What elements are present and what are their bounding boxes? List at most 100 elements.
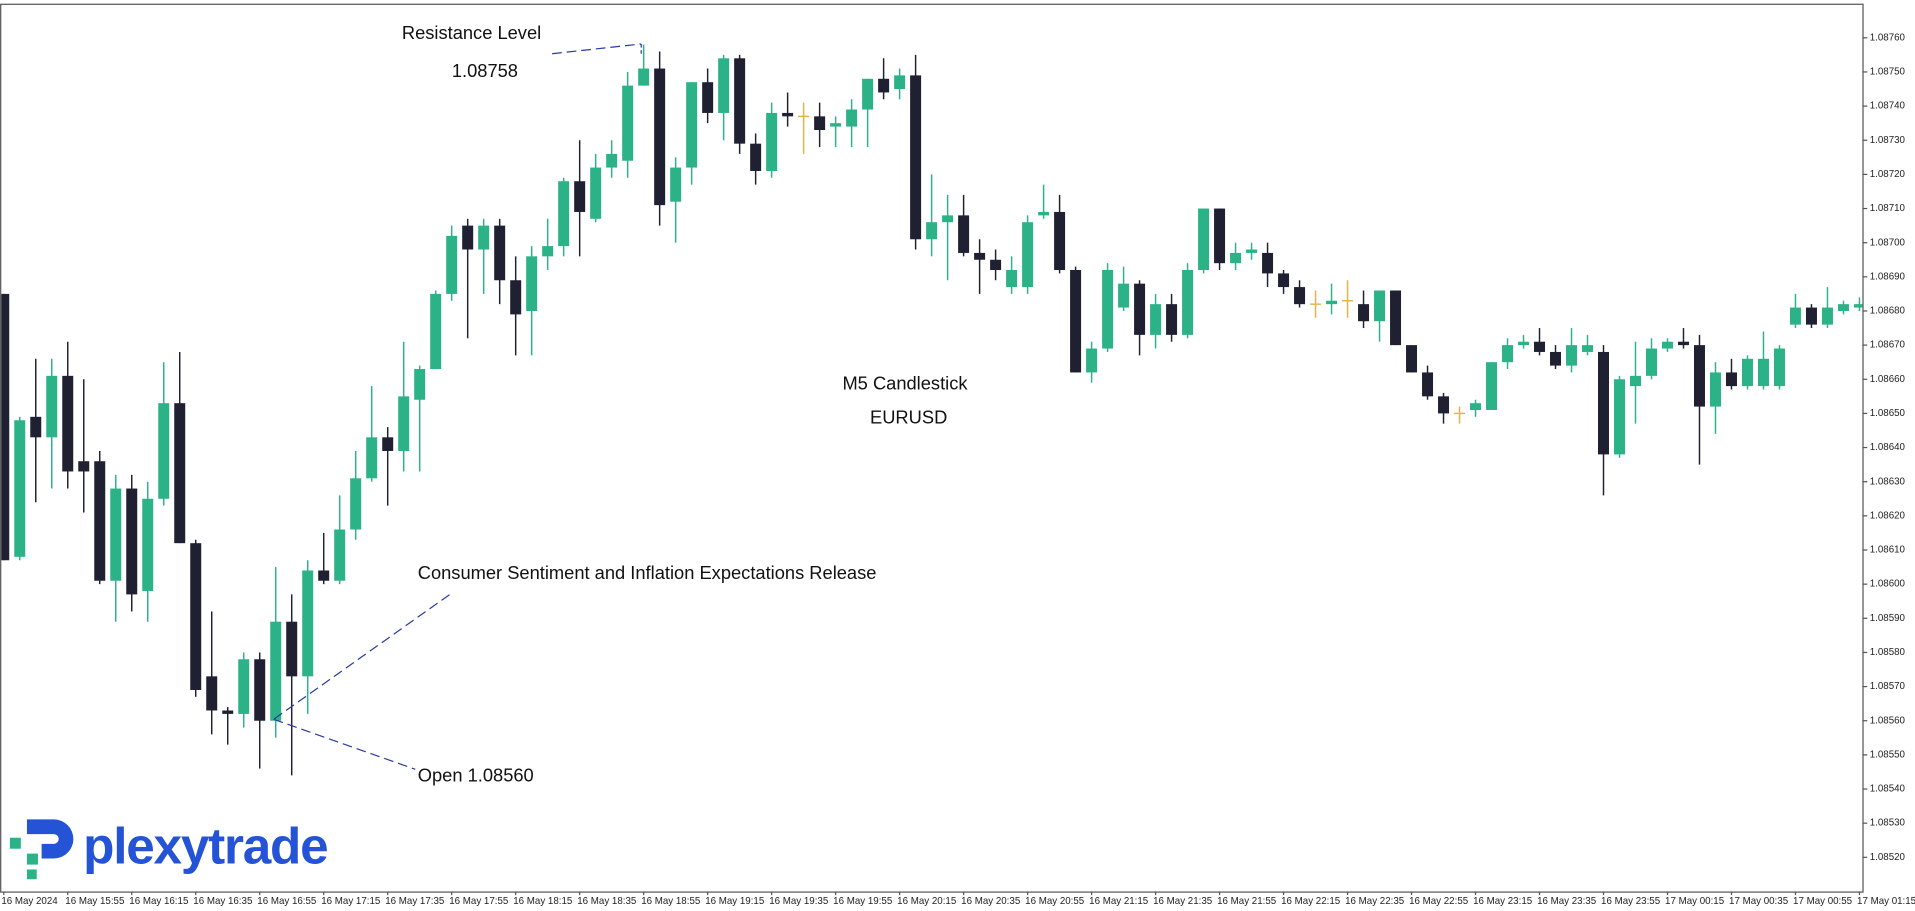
annotation-line xyxy=(273,594,450,720)
candle xyxy=(926,174,938,257)
candle-body xyxy=(958,215,970,253)
candle-body xyxy=(1630,375,1641,387)
y-tick-label: 1.08720 xyxy=(1870,169,1906,180)
candle-body xyxy=(1134,283,1146,335)
candle xyxy=(1134,280,1146,356)
candle xyxy=(1661,338,1673,352)
candle xyxy=(398,341,410,472)
candle xyxy=(366,386,378,482)
x-tick-label: 16 May 17:35 xyxy=(385,896,445,907)
candle-body xyxy=(462,225,474,250)
candle xyxy=(686,82,698,185)
logo-icon xyxy=(9,837,21,849)
y-tick-label: 1.08600 xyxy=(1870,579,1906,590)
x-tick-label: 16 May 22:15 xyxy=(1281,896,1341,907)
annotation: M5 Candlestick xyxy=(842,373,968,394)
x-tick-label: 16 May 16:15 xyxy=(129,896,189,907)
candle xyxy=(1709,362,1721,434)
candle-body xyxy=(1054,211,1066,271)
candle xyxy=(1454,406,1466,424)
candle xyxy=(1406,345,1418,373)
candle xyxy=(974,239,986,294)
candle-body xyxy=(686,82,698,168)
logo: plexytrade xyxy=(9,817,329,880)
candle xyxy=(1853,297,1863,311)
candle-body xyxy=(1502,345,1514,363)
candle xyxy=(1438,392,1450,424)
candle-body xyxy=(14,420,26,557)
annotation: Consumer Sentiment and Inflation Expecta… xyxy=(418,562,877,583)
candle xyxy=(606,140,618,178)
candle xyxy=(1230,242,1242,271)
candle xyxy=(1022,215,1034,294)
candle xyxy=(590,153,602,223)
candle-body xyxy=(846,109,858,127)
candle xyxy=(1326,283,1338,315)
axes: 1.08520 1.08530 1.08540 1.08550 1.08560 1.085… xyxy=(1,32,1915,906)
candle-body xyxy=(110,488,122,581)
candle xyxy=(174,351,186,544)
candle-body xyxy=(830,123,842,127)
candle xyxy=(1582,334,1594,356)
x-tick-label: 16 May 21:15 xyxy=(1089,896,1149,907)
candle xyxy=(622,71,634,178)
candle-body xyxy=(1566,345,1578,366)
candle xyxy=(1374,290,1386,342)
candle-body xyxy=(1006,270,1018,288)
candle-body xyxy=(1262,252,1274,274)
candle xyxy=(94,450,106,585)
candle xyxy=(1342,280,1354,318)
candle-body xyxy=(1182,270,1194,335)
candle-body xyxy=(1438,396,1450,414)
candle xyxy=(190,539,202,697)
candle-body xyxy=(1725,372,1737,387)
candle-body xyxy=(94,461,106,581)
y-tick-label: 1.08520 xyxy=(1870,852,1906,863)
candle-body xyxy=(318,570,330,581)
y-tick-label: 1.08700 xyxy=(1870,237,1906,248)
candle xyxy=(1630,341,1641,424)
candle xyxy=(1550,345,1562,370)
candle-body xyxy=(974,252,986,260)
candle xyxy=(286,594,298,776)
x-tick-label: 17 May 00:55 xyxy=(1793,896,1853,907)
x-tick-label: 16 May 20:15 xyxy=(897,896,957,907)
candle xyxy=(142,481,154,622)
candle xyxy=(1677,328,1689,349)
candle-body xyxy=(1358,304,1370,322)
y-tick-label: 1.08570 xyxy=(1870,681,1906,692)
candle xyxy=(750,133,762,185)
candle xyxy=(1118,266,1130,311)
candle xyxy=(318,532,330,585)
candle xyxy=(158,362,170,506)
annotation-line xyxy=(273,718,416,770)
candle xyxy=(1166,293,1178,342)
candle xyxy=(462,218,474,339)
candle-body xyxy=(1821,307,1833,325)
x-tick-label: 16 May 20:55 xyxy=(1025,896,1085,907)
candle xyxy=(830,116,842,148)
plot-frame xyxy=(0,3,1864,893)
candle xyxy=(126,474,138,612)
candle xyxy=(846,99,858,148)
y-tick-label: 1.08630 xyxy=(1870,476,1906,487)
candle-body xyxy=(1693,345,1705,407)
candle xyxy=(1566,328,1578,373)
y-tick-label: 1.08610 xyxy=(1870,545,1906,556)
candle xyxy=(382,427,394,506)
candle-body xyxy=(1246,249,1258,253)
candle-body xyxy=(1390,290,1402,346)
candle-body xyxy=(1486,362,1498,411)
candle-body xyxy=(814,116,826,131)
candle xyxy=(1,293,10,561)
candle-body xyxy=(126,488,138,595)
candle-body xyxy=(222,710,234,714)
candle xyxy=(1614,375,1625,458)
candle-body xyxy=(286,621,298,677)
candle xyxy=(1102,263,1114,352)
candle-body xyxy=(1294,287,1306,305)
candle xyxy=(1518,334,1530,349)
candle xyxy=(702,68,714,124)
